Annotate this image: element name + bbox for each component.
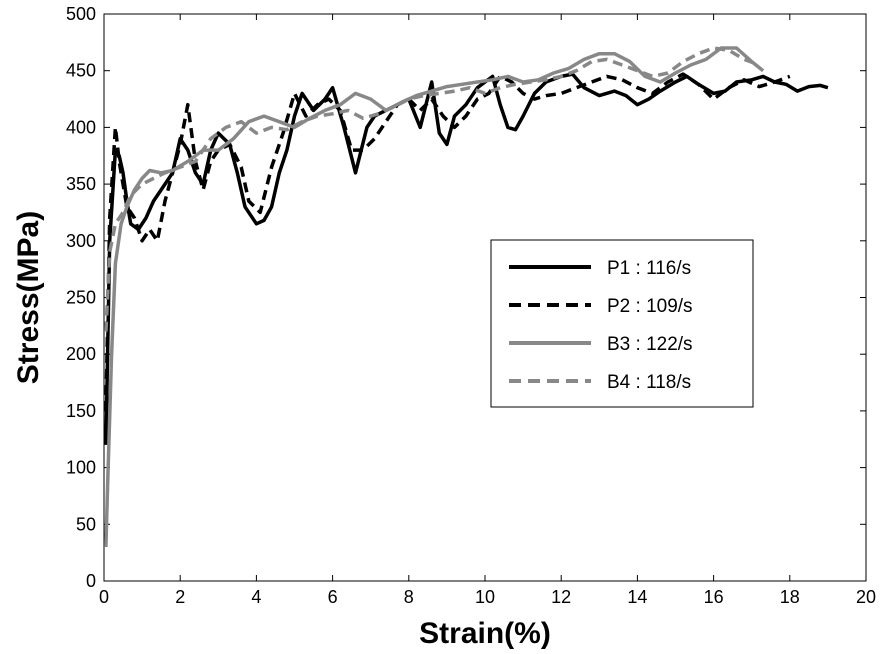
axis-ticks: 0 2 4 6 8 10 12 14 16 18 2005010015020025030035040…: [66, 4, 876, 607]
x-tick-label: 4: [251, 587, 261, 607]
x-tick-label: 8: [404, 587, 414, 607]
x-tick-label: 20: [856, 587, 876, 607]
x-tick-label: 18: [780, 587, 800, 607]
y-tick-label: 50: [76, 514, 96, 534]
y-tick-label: 0: [86, 571, 96, 591]
x-tick-label: 2: [175, 587, 185, 607]
y-tick-label: 350: [66, 174, 96, 194]
y-tick-label: 200: [66, 344, 96, 364]
legend: P1 : 116/s P2 : 109/s B3 : 122/s B4 : 118/s: [490, 239, 754, 408]
legend-label-4: B4 : 118/s: [607, 372, 691, 393]
y-tick-label: 450: [66, 61, 96, 81]
x-tick-label: 14: [627, 587, 647, 607]
series-line-1: [104, 72, 829, 445]
x-tick-label: 6: [328, 587, 338, 607]
y-axis-title: Stress(MPa): [12, 211, 45, 384]
series-group: [104, 46, 829, 548]
y-tick-label: 150: [66, 401, 96, 421]
y-tick-label: 100: [66, 458, 96, 478]
series-line-3: [104, 46, 765, 548]
legend-label-1: P1 : 116/s: [607, 258, 691, 279]
y-tick-label: 400: [66, 117, 96, 137]
legend-label-3: B3 : 122/s: [607, 334, 693, 355]
y-tick-label: 250: [66, 288, 96, 308]
legend-label-2: P2 : 109/s: [607, 296, 693, 317]
x-tick-label: 12: [551, 587, 571, 607]
y-tick-label: 300: [66, 231, 96, 251]
x-axis-title: Strain(%): [419, 617, 551, 650]
x-tick-label: 10: [475, 587, 495, 607]
x-tick-label: 16: [704, 587, 724, 607]
series-line-4: [104, 46, 760, 332]
y-tick-label: 500: [66, 4, 96, 24]
x-tick-label: 0: [99, 587, 109, 607]
